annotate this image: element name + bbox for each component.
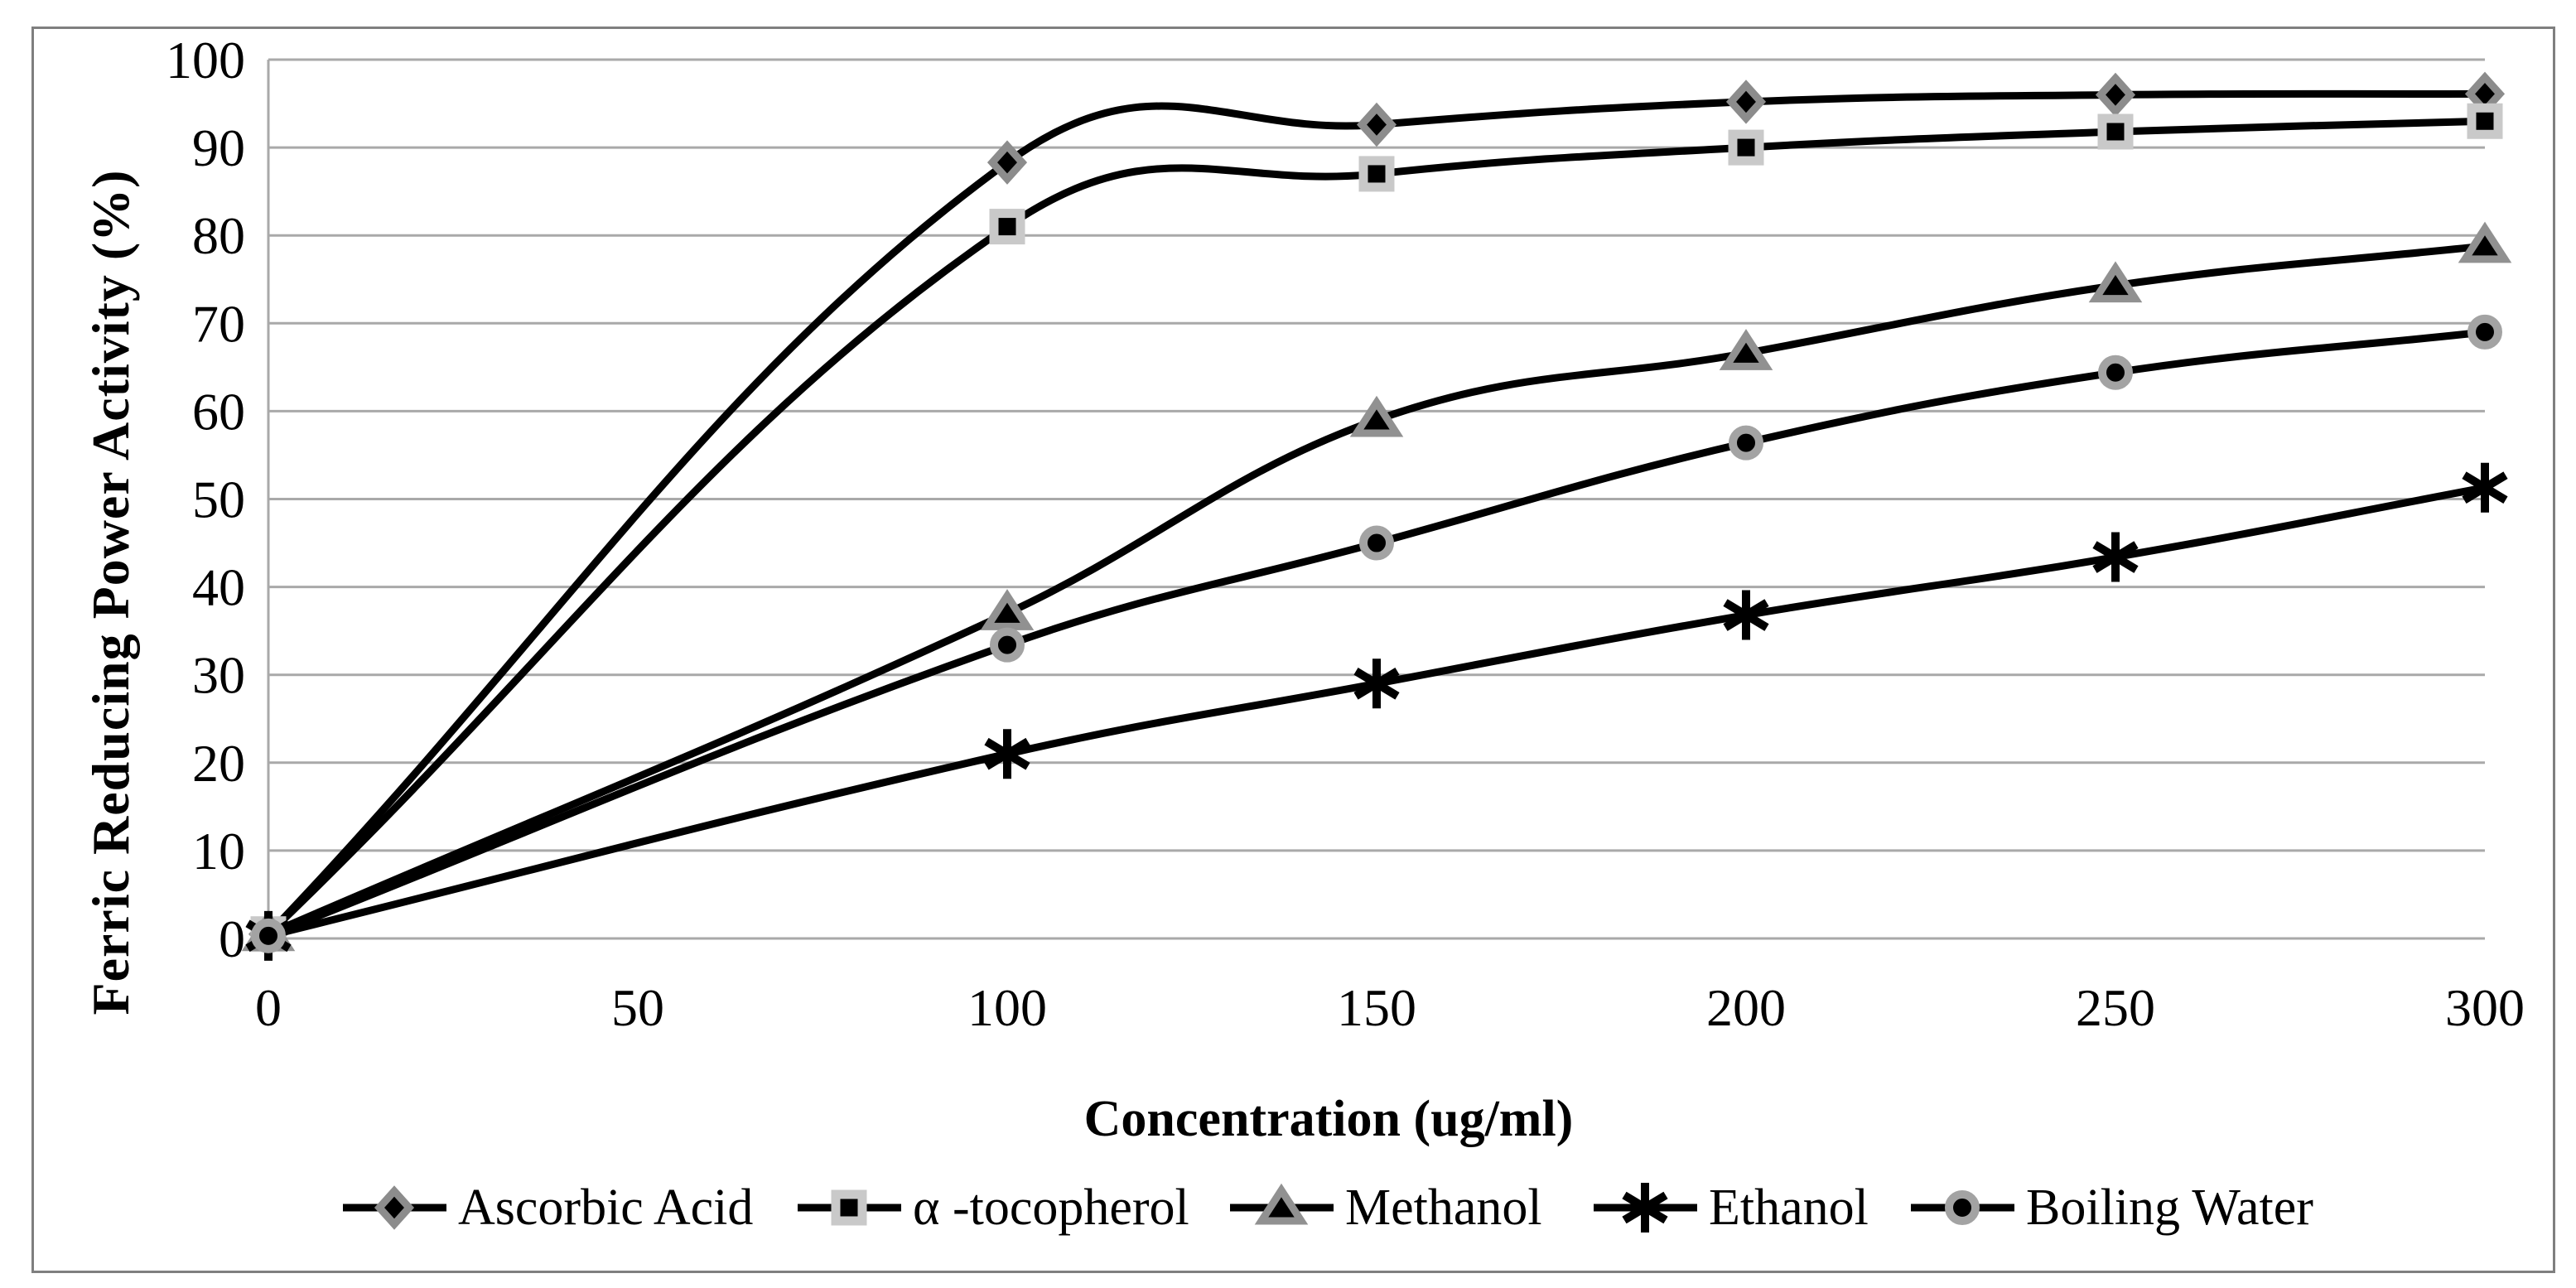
data-point-marker-circle (1729, 425, 1763, 461)
series-ethanol (245, 462, 2508, 961)
data-point-marker-diamond (374, 1185, 415, 1230)
y-tick-label: 40 (192, 558, 245, 617)
legend-item-tocopherol: α -tocopherol (798, 1176, 1189, 1239)
x-tick-label: 50 (611, 978, 664, 1037)
x-tick-label: 150 (1337, 978, 1416, 1037)
data-point-marker-triangle (1719, 329, 1773, 370)
data-point-marker-asterisk (1353, 658, 1400, 709)
legend-label: Methanol (1345, 1179, 1542, 1236)
y-tick-label: 100 (166, 31, 245, 89)
figure-border (31, 27, 2555, 1273)
data-point-marker-circle (2098, 355, 2133, 390)
data-point-marker-square (2467, 103, 2503, 139)
y-tick-label: 50 (192, 470, 245, 529)
data-point-marker-diamond (1356, 102, 1397, 147)
data-point-marker-circle (251, 918, 286, 953)
legend-item-ascorbic-acid: Ascorbic Acid (343, 1176, 753, 1239)
x-tick-label: 300 (2445, 978, 2525, 1037)
chart-legend: Ascorbic Acid α -tocopherol Methanol Eth… (0, 1176, 2576, 1239)
tick-labels: 0 10 20 30 40 50 60 70 80 90 100 0 50 100 150 200 250 300 (166, 31, 2525, 1037)
legend-marker-circle-icon (1911, 1190, 2014, 1225)
data-point-marker-asterisk (2092, 532, 2139, 582)
data-point-marker-triangle (2088, 261, 2143, 303)
x-tick-label: 0 (255, 978, 282, 1037)
x-tick-label: 250 (2076, 978, 2155, 1037)
y-tick-label: 90 (192, 118, 245, 177)
data-point-marker-triangle (2458, 221, 2512, 263)
series-boiling-water (251, 314, 2502, 953)
y-tick-label: 80 (192, 206, 245, 265)
data-point-marker-circle (990, 627, 1025, 663)
legend-marker-diamond-icon (343, 1185, 446, 1230)
data-point-marker-asterisk (984, 729, 1030, 779)
y-tick-label: 70 (192, 294, 245, 353)
data-point-marker-asterisk (2462, 462, 2508, 513)
y-axis-title: Ferric Reducing Power Activity (%) (81, 169, 140, 1015)
y-tick-label: 30 (192, 646, 245, 705)
legend-label: Ascorbic Acid (458, 1179, 754, 1236)
data-point-marker-diamond (987, 140, 1028, 185)
legend-item-boiling-water: Boiling Water (1911, 1176, 2313, 1239)
data-point-marker-square (989, 209, 1025, 245)
data-point-marker-circle (1359, 525, 1394, 561)
x-tick-label: 200 (1706, 978, 1786, 1037)
legend-label: Ethanol (1709, 1179, 1869, 1236)
data-point-marker-diamond (2095, 72, 2136, 118)
data-point-marker-triangle (1349, 395, 1404, 437)
data-point-marker-square (1358, 156, 1395, 192)
legend-marker-asterisk-icon (1594, 1183, 1697, 1233)
legend-label: Boiling Water (2026, 1179, 2313, 1236)
y-tick-label: 10 (192, 822, 245, 880)
x-tick-label: 100 (967, 978, 1047, 1037)
legend-marker-triangle-icon (1230, 1183, 1334, 1225)
data-point-marker-square (831, 1189, 867, 1226)
data-point-marker-asterisk (1723, 590, 1769, 640)
y-tick-label: 60 (192, 382, 245, 441)
x-axis-title: Concentration (ug/ml) (1083, 1091, 1574, 1147)
legend-marker-square-icon (798, 1189, 901, 1226)
data-point-marker-asterisk (1622, 1183, 1668, 1233)
data-point-marker-circle (2467, 314, 2502, 350)
y-tick-label: 0 (219, 909, 245, 968)
legend-label: α -tocopherol (913, 1179, 1189, 1236)
legend-item-ethanol: Ethanol (1594, 1176, 1869, 1239)
data-point-marker-square (1728, 129, 1764, 166)
series-ascorbic-acid (248, 71, 2506, 957)
data-point-marker-triangle (980, 589, 1035, 630)
data-point-marker-triangle (1254, 1183, 1309, 1225)
y-tick-label: 20 (192, 734, 245, 793)
data-point-marker-circle (1945, 1190, 1980, 1225)
data-point-marker-square (2097, 113, 2134, 150)
legend-item-methanol: Methanol (1230, 1176, 1542, 1239)
data-point-marker-diamond (1725, 80, 1767, 124)
